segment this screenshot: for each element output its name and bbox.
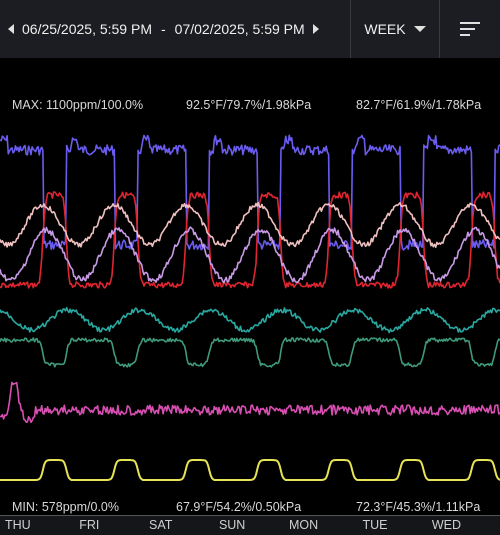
divider	[439, 0, 440, 58]
green-series	[0, 337, 500, 368]
caret-down-icon	[413, 26, 426, 32]
day-label-sun: SUN	[218, 518, 246, 532]
day-label-tue: TUE	[362, 518, 388, 532]
min-right-label: 72.3°F/45.3%/1.11kPa	[356, 500, 481, 514]
period-label: WEEK	[364, 21, 406, 37]
max-right-label: 82.7°F/61.9%/1.78kPa	[356, 98, 482, 112]
top-bar: 06/25/2025, 5:59 PM - 07/02/2025, 5:59 P…	[0, 0, 500, 58]
date-separator: -	[161, 21, 166, 37]
day-label-thu: THU	[4, 518, 31, 532]
divider	[350, 0, 351, 58]
start-date[interactable]: 06/25/2025, 5:59 PM	[22, 21, 152, 37]
menu-button[interactable]	[440, 0, 500, 58]
light-series	[0, 459, 500, 481]
prev-arrow-icon[interactable]	[8, 24, 14, 34]
day-label-sat: SAT	[149, 518, 173, 532]
humidity-series	[0, 201, 500, 248]
period-select[interactable]: WEEK	[351, 0, 439, 58]
max-mid-label: 92.5°F/79.7%/1.98kPa	[186, 98, 312, 112]
next-arrow-icon[interactable]	[312, 24, 319, 34]
menu-icon	[460, 18, 480, 40]
min-mid-label: 67.9°F/54.2%/0.50kPa	[176, 500, 302, 514]
vpd-series	[0, 226, 500, 284]
day-label-fri: FRI	[79, 518, 100, 532]
day-axis: THU FRI SAT SUN MON TUE WED	[0, 515, 500, 535]
co2-series	[0, 134, 500, 251]
end-date[interactable]: 07/02/2025, 5:59 PM	[174, 21, 305, 37]
day-label-mon: MON	[288, 518, 319, 532]
min-label: MIN: 578ppm/0.0%	[12, 500, 119, 514]
max-label: MAX: 1100ppm/100.0%	[12, 98, 144, 112]
teal-series	[0, 306, 500, 334]
day-label-wed: WED	[431, 518, 462, 532]
temp-series	[0, 191, 500, 289]
pink-series	[0, 381, 500, 424]
date-range: 06/25/2025, 5:59 PM - 07/02/2025, 5:59 P…	[0, 0, 350, 58]
